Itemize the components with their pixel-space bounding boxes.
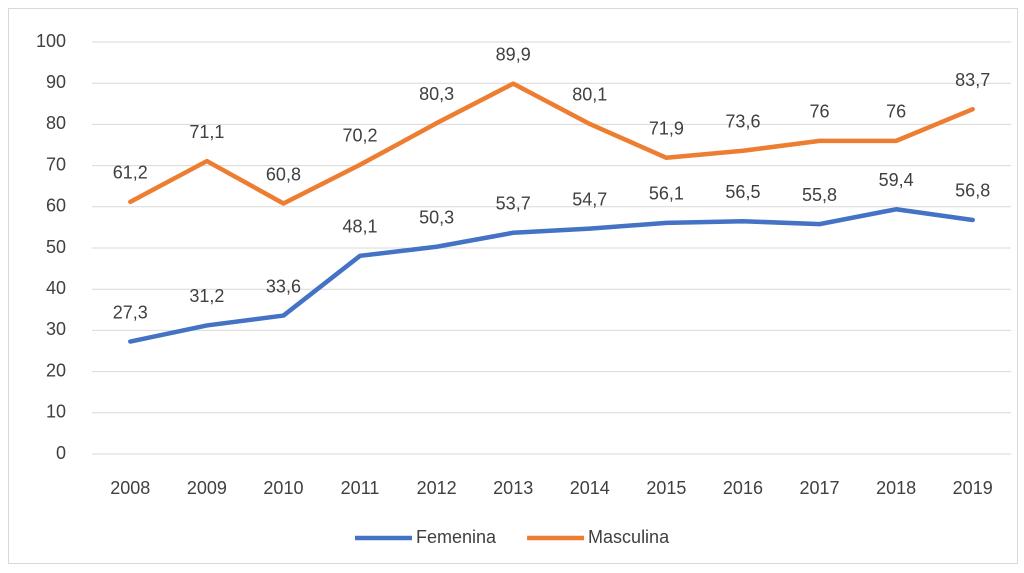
data-label: 71,1: [189, 122, 224, 142]
x-tick-label: 2008: [110, 478, 150, 498]
x-tick-label: 2019: [953, 478, 993, 498]
y-tick-label: 60: [46, 196, 66, 216]
y-tick-label: 20: [46, 360, 66, 380]
data-label: 89,9: [496, 44, 531, 64]
x-tick-label: 2018: [876, 478, 916, 498]
x-tick-label: 2017: [800, 478, 840, 498]
data-label: 70,2: [343, 126, 378, 146]
data-label: 80,1: [572, 85, 607, 105]
y-tick-label: 50: [46, 237, 66, 257]
data-label: 61,2: [113, 163, 148, 183]
data-label: 50,3: [419, 208, 454, 228]
y-tick-label: 30: [46, 319, 66, 339]
x-tick-label: 2012: [417, 478, 457, 498]
data-label: 76: [886, 102, 906, 122]
x-tick-label: 2013: [493, 478, 533, 498]
data-label: 31,2: [189, 286, 224, 306]
chart-frame: [8, 8, 1018, 564]
data-label: 59,4: [879, 170, 914, 190]
data-label: 55,8: [802, 185, 837, 205]
x-tick-label: 2011: [341, 478, 380, 498]
data-label: 33,6: [266, 276, 301, 296]
x-tick-label: 2009: [187, 478, 227, 498]
data-label: 53,7: [496, 194, 531, 214]
x-tick-label: 2016: [723, 478, 763, 498]
data-label: 76: [810, 102, 830, 122]
data-label: 56,1: [649, 184, 684, 204]
series-line: [128, 207, 975, 344]
legend-label: Masculina: [588, 527, 670, 547]
series-line: [128, 81, 975, 206]
x-tick-label: 2010: [263, 478, 303, 498]
x-tick-label: 2014: [570, 478, 610, 498]
y-tick-label: 70: [46, 154, 66, 174]
data-label: 56,5: [725, 182, 760, 202]
y-tick-label: 10: [46, 402, 66, 422]
y-tick-label: 0: [56, 443, 66, 463]
x-tick-label: 2015: [646, 478, 686, 498]
legend-label: Femenina: [416, 527, 497, 547]
data-label: 27,3: [113, 302, 148, 322]
y-tick-label: 40: [46, 278, 66, 298]
data-label: 80,3: [419, 84, 454, 104]
data-label: 71,9: [649, 119, 684, 139]
data-label: 60,8: [266, 164, 301, 184]
data-label: 48,1: [343, 217, 378, 237]
y-tick-label: 80: [46, 113, 66, 133]
y-tick-label: 100: [36, 31, 66, 51]
data-label: 56,8: [955, 181, 990, 201]
y-tick-label: 90: [46, 72, 66, 92]
data-label: 73,6: [725, 112, 760, 132]
data-label: 83,7: [955, 70, 990, 90]
data-label: 54,7: [572, 189, 607, 209]
